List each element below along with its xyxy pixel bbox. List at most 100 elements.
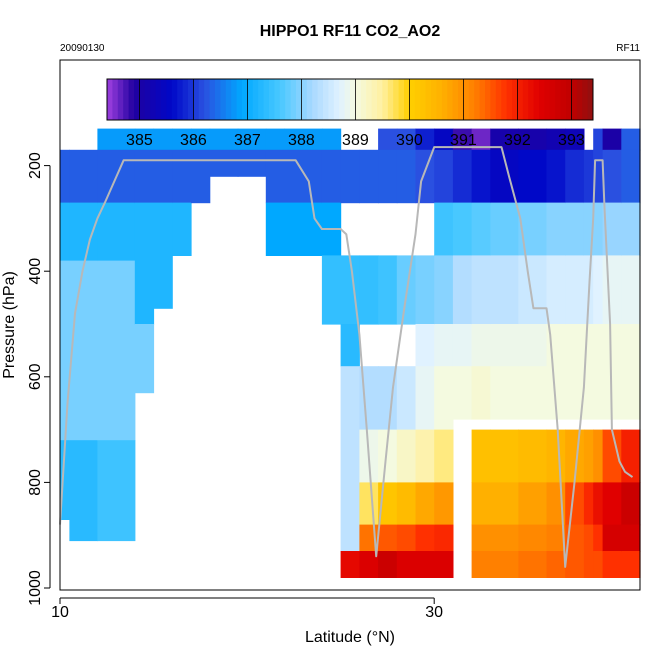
y-tick-label: 600 bbox=[27, 363, 44, 390]
heatmap-cell bbox=[60, 440, 70, 520]
heatmap-cell bbox=[490, 366, 519, 420]
colorbar-swatch bbox=[387, 79, 394, 120]
colorbar-ticks: 385 386 387 388 389 390 391 392 393 bbox=[126, 79, 585, 149]
heatmap-cell bbox=[621, 324, 641, 367]
heatmap-cell bbox=[434, 482, 454, 526]
colorbar-swatch bbox=[247, 79, 254, 120]
colorbar-swatch bbox=[144, 79, 151, 120]
heatmap-cell bbox=[621, 202, 641, 256]
colorbar-swatch bbox=[501, 79, 508, 120]
colorbar-swatch bbox=[463, 79, 470, 120]
heatmap-cell bbox=[191, 128, 211, 151]
heatmap-cell bbox=[621, 366, 641, 420]
colorbar-swatch bbox=[549, 79, 556, 120]
heatmap-cell bbox=[518, 366, 548, 420]
heatmap-cell bbox=[583, 524, 594, 552]
heatmap-cell bbox=[565, 128, 585, 151]
colorbar-swatch bbox=[182, 79, 189, 120]
colorbar-swatch bbox=[382, 79, 389, 120]
colorbar-swatch bbox=[225, 79, 232, 120]
colorbar-swatch bbox=[285, 79, 292, 120]
colorbar-swatch bbox=[544, 79, 551, 120]
colorbar-swatch bbox=[134, 79, 140, 120]
heatmap-cell bbox=[396, 366, 417, 431]
heatmap-cell bbox=[97, 260, 136, 441]
heatmap-cell bbox=[546, 429, 566, 483]
heatmap-cell bbox=[69, 202, 99, 262]
heatmap-cell bbox=[134, 128, 155, 151]
colorbar-swatch bbox=[512, 79, 518, 120]
heatmap-cell bbox=[621, 482, 641, 526]
heatmap-cell bbox=[69, 149, 99, 204]
heatmap-cell bbox=[452, 366, 473, 420]
colorbar-swatch bbox=[404, 79, 410, 120]
heatmap-cell bbox=[191, 149, 211, 204]
colorbar-swatch bbox=[420, 79, 427, 120]
heatmap-cell bbox=[518, 429, 548, 483]
colorbar-tick-label: 385 bbox=[126, 132, 153, 149]
flight-label: RF11 bbox=[616, 43, 640, 54]
colorbar-tick-label: 390 bbox=[396, 132, 423, 149]
heatmap-cell bbox=[237, 128, 267, 151]
colorbar-swatch bbox=[436, 79, 443, 120]
heatmap-cell bbox=[621, 524, 641, 552]
colorbar-swatch bbox=[506, 79, 513, 120]
colorbar-swatch bbox=[171, 79, 178, 120]
colorbar-swatch bbox=[242, 79, 248, 120]
heatmap-cell bbox=[583, 324, 594, 367]
heatmap-cell bbox=[153, 149, 173, 204]
colorbar-swatch bbox=[188, 79, 194, 120]
y-axis-label: Pressure (hPa) bbox=[1, 271, 18, 379]
heatmap-cell bbox=[415, 366, 435, 431]
x-tick-label: 10 bbox=[51, 604, 69, 621]
colorbar-swatch bbox=[414, 79, 421, 120]
colorbar-swatch bbox=[290, 79, 297, 120]
heatmap-cell bbox=[378, 255, 398, 325]
heatmap-cell bbox=[378, 149, 398, 204]
colorbar-swatch bbox=[128, 79, 135, 120]
heatmap-cell bbox=[60, 149, 70, 204]
heatmap-cell bbox=[546, 128, 566, 151]
colorbar-swatch bbox=[452, 79, 459, 120]
heatmap-cell bbox=[471, 524, 491, 552]
heatmap-cell bbox=[134, 324, 155, 394]
y-tick-label: 400 bbox=[27, 258, 44, 285]
colorbar-swatch bbox=[155, 79, 162, 120]
heatmap-cell bbox=[565, 255, 585, 325]
colorbar-swatch bbox=[350, 79, 356, 120]
heatmap-cell bbox=[621, 255, 641, 325]
colorbar-swatch bbox=[161, 79, 167, 120]
heatmap-cell bbox=[583, 202, 594, 256]
colorbar-swatch bbox=[458, 79, 464, 120]
colorbar-swatch bbox=[236, 79, 243, 120]
heatmap-cell bbox=[593, 128, 604, 151]
heatmap-cell bbox=[602, 429, 622, 483]
heatmap-cell bbox=[434, 524, 454, 552]
heatmap-cell bbox=[284, 149, 323, 204]
heatmap-cell bbox=[378, 429, 398, 483]
heatmap-cell bbox=[396, 482, 417, 526]
date-label: 20090130 bbox=[60, 43, 105, 54]
colorbar-swatch bbox=[533, 79, 540, 120]
colorbar-swatch bbox=[252, 79, 259, 120]
colorbar-swatch bbox=[479, 79, 486, 120]
colorbar-swatch bbox=[528, 79, 535, 120]
colorbar-tick-label: 391 bbox=[450, 132, 477, 149]
heatmap-cell bbox=[340, 366, 360, 552]
heatmap-cell bbox=[434, 366, 454, 431]
colorbar-swatch bbox=[220, 79, 227, 120]
colorbar-swatch bbox=[317, 79, 324, 120]
heatmap-cell bbox=[471, 128, 491, 151]
heatmap-cell bbox=[546, 551, 566, 578]
heatmap-cell bbox=[583, 551, 594, 578]
heatmap-cell bbox=[434, 202, 454, 256]
heatmap-cell bbox=[134, 202, 155, 325]
heatmap-cell bbox=[583, 429, 594, 483]
colorbar-swatch bbox=[555, 79, 562, 120]
heatmap-cell bbox=[97, 440, 136, 542]
colorbar-swatch bbox=[263, 79, 270, 120]
heatmap-cell bbox=[602, 149, 622, 204]
heatmap-cell bbox=[593, 149, 604, 204]
heatmap-cell bbox=[209, 128, 239, 151]
